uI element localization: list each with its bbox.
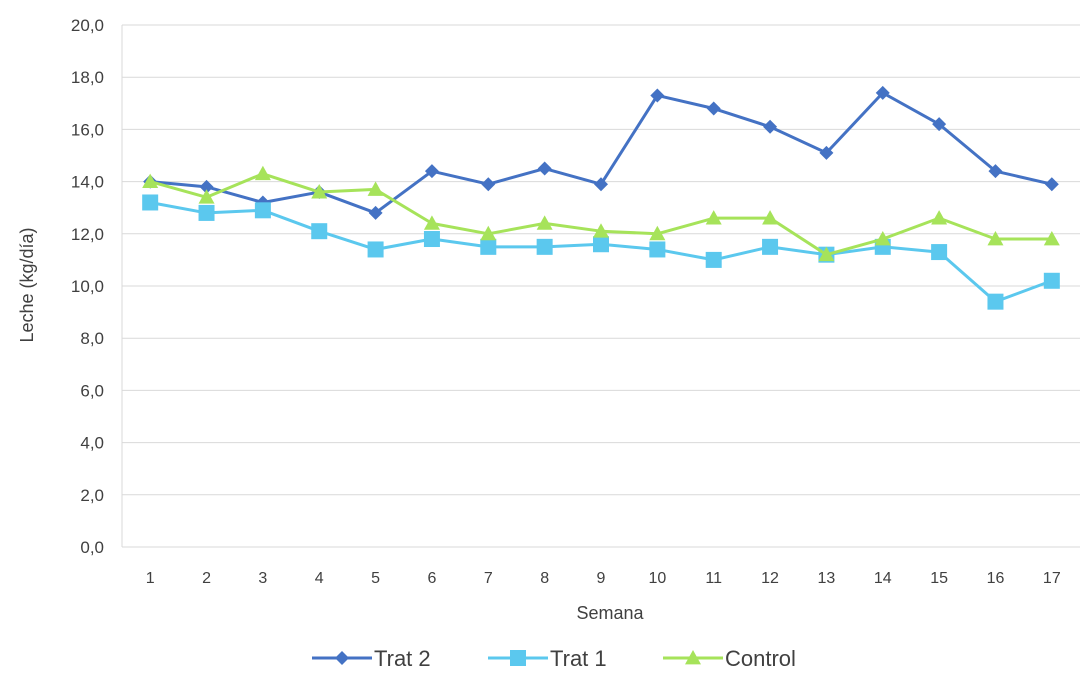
series-trat-2: [143, 85, 1059, 220]
y-axis: 0,0 2,0 4,0 6,0 8,0 10,0 12,0 14,0 16,0 18,0 20,0: [71, 16, 104, 557]
data-point: [649, 241, 666, 258]
legend-item: Trat 2: [312, 646, 431, 671]
data-point: [423, 231, 440, 248]
data-point: [423, 215, 440, 230]
y-tick-label: 6,0: [80, 381, 104, 400]
data-point: [254, 202, 271, 219]
x-tick-label: 15: [930, 570, 948, 587]
y-tick-label: 10,0: [71, 277, 104, 296]
series-control: [142, 165, 1060, 262]
legend: Trat 2 Trat 1 Control: [312, 646, 796, 671]
data-point: [198, 189, 215, 204]
x-tick-label: 2: [202, 570, 211, 587]
x-tick-label: 3: [258, 570, 267, 587]
data-point: [931, 210, 948, 225]
data-point: [199, 179, 214, 194]
data-point: [480, 238, 497, 255]
data-point: [706, 101, 721, 116]
x-tick-label: 4: [315, 570, 324, 587]
data-point: [987, 231, 1004, 246]
data-point: [1043, 272, 1060, 289]
data-point: [705, 251, 722, 268]
y-tick-label: 0,0: [80, 538, 104, 557]
data-point: [593, 236, 609, 253]
y-tick-label: 4,0: [80, 434, 104, 453]
data-point: [481, 177, 496, 192]
x-tick-label: 9: [597, 570, 606, 587]
x-tick-label: 7: [484, 570, 493, 587]
x-tick-label: 5: [371, 570, 380, 587]
x-tick-label: 17: [1043, 570, 1061, 587]
series-trat-1: [142, 194, 1060, 310]
legend-marker: [335, 651, 349, 665]
data-point: [818, 246, 835, 262]
gridlines: [121, 24, 1080, 548]
y-tick-label: 20,0: [71, 16, 104, 35]
y-tick-label: 18,0: [71, 68, 104, 87]
data-point: [593, 223, 609, 238]
data-point: [931, 244, 948, 261]
legend-label: Control: [725, 646, 796, 671]
data-point: [762, 238, 779, 255]
x-tick-label: 16: [987, 570, 1005, 587]
data-point: [480, 225, 497, 241]
series-group: [142, 85, 1060, 310]
x-axis-title: Semana: [576, 603, 644, 623]
x-tick-label: 6: [427, 570, 436, 587]
legend-item: Trat 1: [488, 646, 607, 671]
data-point: [988, 164, 1003, 179]
data-point: [142, 194, 159, 211]
data-point: [311, 223, 328, 240]
data-point: [932, 117, 947, 132]
y-tick-label: 12,0: [71, 225, 104, 244]
x-tick-label: 14: [874, 570, 892, 587]
data-point: [874, 231, 891, 246]
data-point: [536, 238, 553, 255]
x-tick-label: 8: [540, 570, 549, 587]
data-point: [594, 177, 608, 192]
x-tick-label: 12: [761, 570, 779, 587]
data-point: [1043, 231, 1060, 246]
data-point: [367, 181, 384, 196]
y-tick-label: 2,0: [80, 486, 104, 505]
data-point: [763, 119, 778, 134]
legend-marker: [685, 650, 701, 665]
data-point: [705, 210, 722, 225]
series-line: [150, 91, 1053, 215]
data-point: [987, 293, 1004, 310]
x-axis: 1 2 3 4 5 6 7 8 9 10 11 12 13 14 15 16 17: [146, 570, 1061, 587]
data-point: [198, 204, 215, 221]
legend-label: Trat 1: [550, 646, 607, 671]
data-point: [536, 215, 553, 230]
x-tick-label: 13: [818, 570, 836, 587]
data-point: [819, 145, 834, 160]
legend-marker: [510, 650, 526, 666]
y-axis-title: Leche (kg/día): [17, 227, 37, 342]
data-point: [1044, 177, 1059, 192]
y-tick-label: 8,0: [80, 329, 104, 348]
x-tick-label: 10: [648, 570, 666, 587]
data-point: [368, 205, 383, 220]
y-tick-label: 16,0: [71, 120, 104, 139]
legend-label: Trat 2: [374, 646, 431, 671]
data-point: [650, 88, 665, 103]
data-point: [424, 164, 439, 179]
data-point: [142, 173, 159, 188]
x-tick-label: 11: [705, 570, 722, 587]
data-point: [367, 241, 384, 258]
x-tick-label: 1: [146, 570, 155, 587]
data-point: [875, 85, 890, 100]
data-point: [311, 184, 328, 199]
data-point: [649, 225, 666, 241]
legend-item: Control: [663, 646, 796, 671]
y-tick-label: 14,0: [71, 173, 104, 192]
data-point: [537, 161, 552, 176]
data-point: [254, 165, 271, 181]
data-point: [762, 210, 779, 225]
